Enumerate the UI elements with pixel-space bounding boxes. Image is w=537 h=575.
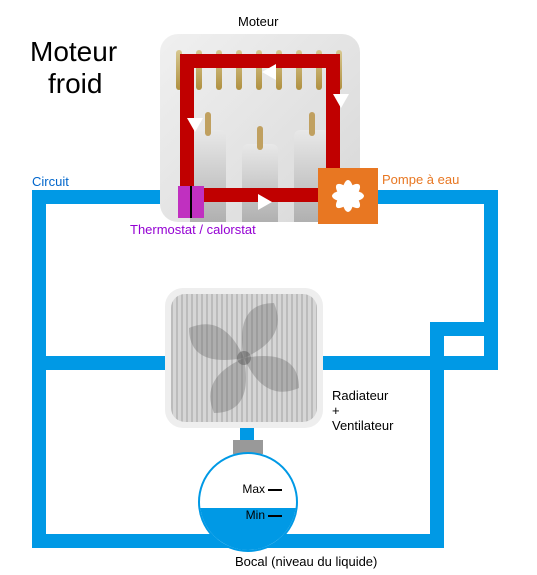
piston xyxy=(242,144,278,222)
water-pump xyxy=(318,168,378,224)
page-title: Moteur froid xyxy=(30,36,117,100)
title-line2: froid xyxy=(30,68,102,99)
reservoir-max-label: Max xyxy=(242,482,282,496)
fan-icon xyxy=(165,288,323,428)
label-radiateur: Radiateur+Ventilateur xyxy=(332,388,393,433)
label-bocal: Bocal (niveau du liquide) xyxy=(235,554,377,569)
label-moteur: Moteur xyxy=(238,14,278,29)
fan-icon xyxy=(326,174,370,218)
thermostat xyxy=(178,186,204,218)
label-circuit: Circuit xyxy=(32,174,69,189)
coolant-reservoir: Max Min xyxy=(198,452,298,552)
radiator xyxy=(165,288,323,428)
reservoir-min-label: Min xyxy=(246,508,282,522)
label-pompe: Pompe à eau xyxy=(382,172,459,187)
label-thermostat: Thermostat / calorstat xyxy=(130,222,256,237)
title-line1: Moteur xyxy=(30,36,117,67)
